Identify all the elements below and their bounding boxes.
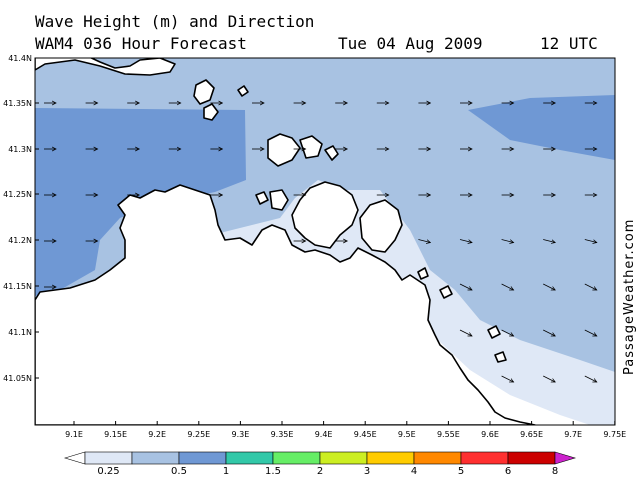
forecast-time: 12 UTC: [540, 34, 598, 53]
lat-label: 41.05N: [3, 374, 32, 383]
lon-label: 9.25E: [187, 430, 210, 439]
land-islet-i: [237, 85, 249, 97]
legend-low-cap: [63, 451, 86, 465]
lat-label: 41.35N: [3, 99, 32, 108]
legend: 0.25 0.5 1 1.5 2 3 4 5 6 8: [63, 451, 577, 477]
longitude-labels: 9.1E 9.15E 9.2E 9.25E 9.3E 9.35E 9.4E 9.45E 9.5E…: [65, 421, 626, 439]
legend-label: 1.5: [265, 466, 281, 477]
wave-arrow: [584, 375, 597, 382]
legend-label: 4: [411, 466, 417, 477]
land-islet-g: [439, 285, 453, 299]
wave-arrow: [543, 375, 555, 382]
legend-swatch: [507, 451, 556, 465]
wave-arrow: [543, 329, 555, 336]
legend-label: 2: [317, 466, 323, 477]
forecast-date: Tue 04 Aug 2009: [338, 34, 483, 53]
lon-label: 9.6E: [481, 430, 499, 439]
watermark: PassageWeather.com: [622, 218, 637, 375]
legend-label: 0.5: [171, 466, 187, 477]
map-frame: [34, 57, 616, 426]
lon-label: 9.15E: [104, 430, 127, 439]
lon-label: 9.7E: [564, 430, 582, 439]
wave-arrow: [584, 239, 597, 243]
land-razzoli: [299, 135, 323, 159]
legend-high-cap: [554, 451, 577, 465]
legend-label: 8: [552, 466, 558, 477]
land-sardinia: [35, 184, 536, 425]
lon-label: 9.35E: [271, 430, 294, 439]
wave-arrow: [501, 283, 514, 290]
forecast-model: WAM4 036 Hour Forecast: [35, 34, 247, 53]
wave-arrow: [584, 329, 597, 336]
land-budelli: [267, 133, 301, 167]
legend-swatch: [366, 451, 415, 465]
land-lavezzi-b: [203, 103, 219, 121]
legend-label: 3: [364, 466, 370, 477]
legend-label: 1: [223, 466, 229, 477]
legend-swatch: [413, 451, 462, 465]
legend-swatch: [272, 451, 321, 465]
legend-swatch: [178, 451, 227, 465]
latitude-labels: 41.4N 41.35N 41.3N 41.25N 41.2N 41.15N 41.1N 41…: [3, 54, 39, 383]
legend-label: 5: [458, 466, 464, 477]
lon-label: 9.4E: [315, 430, 333, 439]
legend-label: 6: [505, 466, 511, 477]
wave-arrow: [584, 283, 597, 290]
coastline: [35, 58, 536, 425]
wave-arrow: [501, 375, 514, 382]
legend-swatch: [84, 451, 133, 465]
land-maddalena: [291, 181, 359, 249]
wave-arrow: [501, 239, 514, 243]
land-islet-c: [324, 145, 339, 161]
wave-arrow: [501, 329, 514, 336]
legend-swatch: [131, 451, 180, 465]
lat-label: 41.1N: [8, 328, 32, 337]
lon-label: 9.1E: [65, 430, 83, 439]
legend-swatch: [319, 451, 368, 465]
lat-label: 41.4N: [8, 54, 32, 63]
land-caprera: [359, 199, 403, 253]
wave-arrow: [543, 239, 555, 243]
lon-label: 9.65E: [520, 430, 543, 439]
map-title: Wave Height (m) and Direction: [35, 12, 315, 31]
wave-arrow: [459, 239, 472, 243]
wave-zone-1-15-east: [468, 95, 615, 160]
legend-swatch: [460, 451, 509, 465]
land-islet-h: [417, 267, 429, 280]
land-islet-f: [494, 351, 507, 363]
lon-label: 9.2E: [148, 430, 166, 439]
lat-label: 41.15N: [3, 282, 32, 291]
lat-label: 41.3N: [8, 145, 32, 154]
land-lavezzi: [193, 79, 215, 105]
lon-label: 9.45E: [354, 430, 377, 439]
wave-arrow: [459, 329, 472, 336]
wave-arrow: [418, 239, 430, 243]
lat-label: 41.25N: [3, 190, 32, 199]
legend-swatch: [225, 451, 274, 465]
wave-arrow: [543, 283, 555, 290]
lon-label: 9.5E: [398, 430, 416, 439]
lat-label: 41.2N: [8, 236, 32, 245]
land-islet-d: [255, 191, 269, 205]
lon-label: 9.55E: [437, 430, 460, 439]
land-spargi: [269, 189, 289, 211]
land-islet-e: [487, 325, 501, 339]
wave-direction-arrows: [44, 103, 597, 382]
lon-label: 9.3E: [232, 430, 250, 439]
land-corsica: [35, 58, 176, 76]
lon-label: 9.75E: [603, 430, 626, 439]
wave-arrow: [459, 283, 472, 290]
legend-label: 0.25: [97, 466, 119, 477]
map-area: [35, 58, 615, 425]
